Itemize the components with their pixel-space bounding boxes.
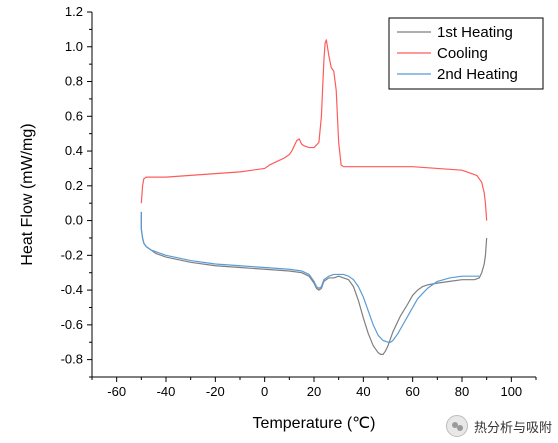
- y-axis-title: Heat Flow (mW/mg): [19, 123, 36, 265]
- watermark: 热分析与吸附: [445, 415, 552, 437]
- x-tick-label: 20: [307, 384, 321, 399]
- y-tick-label: 0.8: [65, 74, 83, 89]
- x-tick-label: 40: [356, 384, 370, 399]
- series-line-3: [140, 211, 480, 343]
- legend-label: 1st Heating: [437, 24, 513, 41]
- x-tick-label: -20: [206, 384, 225, 399]
- x-tick-label: 100: [500, 384, 522, 399]
- x-tick-label: 80: [455, 384, 469, 399]
- x-tick-label: 60: [405, 384, 419, 399]
- x-axis-title: Temperature (℃): [253, 415, 376, 432]
- legend-label: 2nd Heating: [437, 66, 518, 83]
- y-tick-label: 1.0: [65, 39, 83, 54]
- series-layer: [140, 39, 488, 355]
- series-line-2: [140, 39, 488, 221]
- y-tick-label: -0.2: [61, 247, 83, 262]
- legend-label: Cooling: [437, 45, 488, 62]
- y-tick-label: 0.2: [65, 178, 83, 193]
- watermark-text: 热分析与吸附: [473, 420, 552, 436]
- y-tick-label: 0.6: [65, 108, 83, 123]
- legend: 1st Heating Cooling 2nd Heating: [388, 17, 544, 90]
- axes-layer: -0.8 -0.6 -0.4 -0.2 0.0 0.2 0.4 0.6 0.8 1.0 1.2 -60…: [61, 4, 537, 399]
- wechat-logo-icon: [445, 415, 468, 437]
- y-tick-label: -0.8: [61, 352, 83, 367]
- x-tick-label: -40: [157, 384, 176, 399]
- y-tick-label: -0.4: [61, 282, 83, 297]
- y-tick-label: -0.6: [61, 317, 83, 332]
- y-tick-label: 0.4: [65, 143, 83, 158]
- x-tick-label: 0: [261, 384, 268, 399]
- x-tick-label: -60: [107, 384, 126, 399]
- y-tick-label: 0.0: [65, 213, 83, 228]
- y-tick-label: 1.2: [65, 4, 83, 19]
